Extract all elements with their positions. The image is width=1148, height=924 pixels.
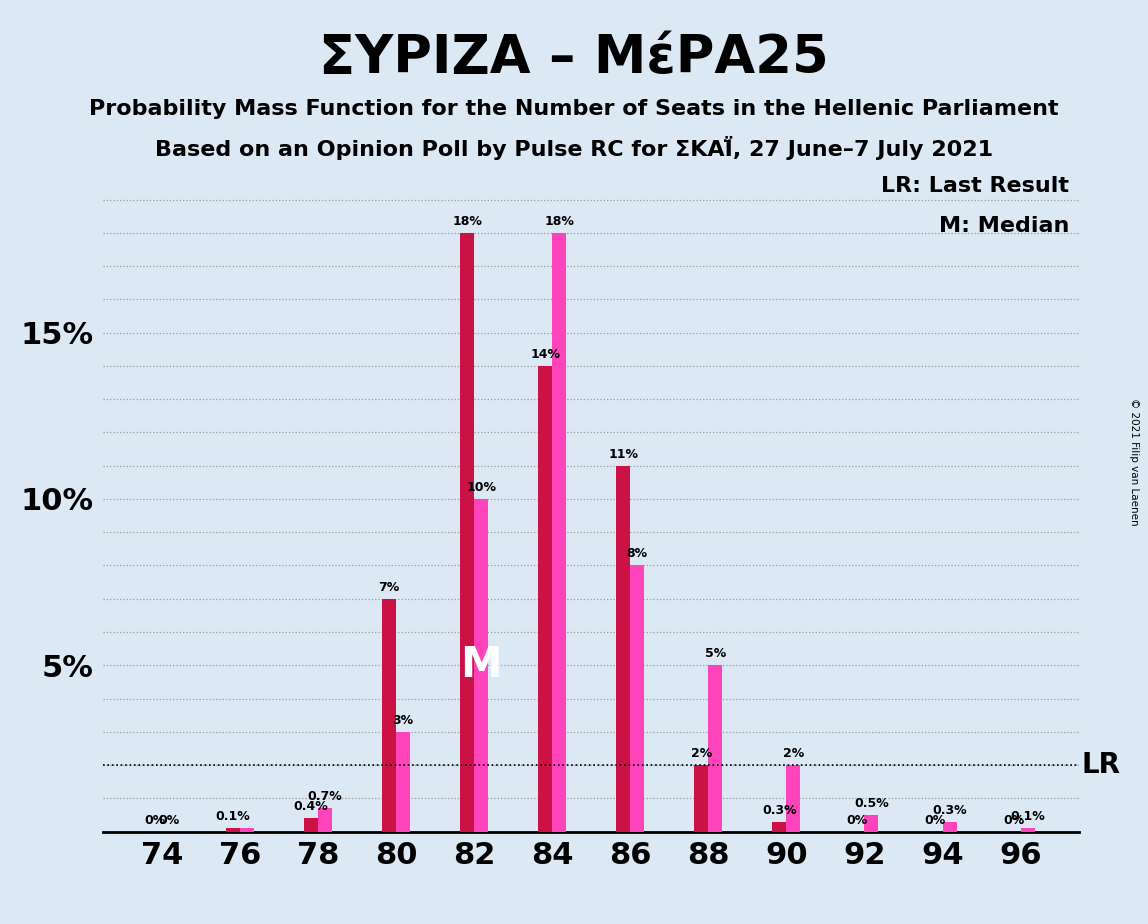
Text: LR: LR: [1081, 751, 1120, 779]
Text: 18%: 18%: [452, 215, 482, 228]
Bar: [304, 819, 318, 832]
Text: 2%: 2%: [691, 748, 712, 760]
Bar: [708, 665, 722, 832]
Bar: [474, 499, 488, 832]
Text: 0.1%: 0.1%: [1010, 810, 1045, 823]
Text: 0.3%: 0.3%: [932, 804, 967, 817]
Bar: [616, 466, 630, 832]
Text: 0%: 0%: [925, 814, 946, 827]
Text: 3%: 3%: [393, 714, 413, 727]
Text: LR: Last Result: LR: Last Result: [882, 176, 1069, 196]
Text: 11%: 11%: [608, 448, 638, 461]
Bar: [773, 821, 786, 832]
Text: M: M: [460, 644, 502, 687]
Text: 0.7%: 0.7%: [308, 790, 342, 803]
Bar: [695, 765, 708, 832]
Text: © 2021 Filip van Laenen: © 2021 Filip van Laenen: [1130, 398, 1139, 526]
Bar: [864, 815, 878, 832]
Bar: [1021, 828, 1034, 832]
Bar: [630, 565, 644, 832]
Bar: [382, 599, 396, 832]
Bar: [460, 233, 474, 832]
Text: 0.3%: 0.3%: [762, 804, 797, 817]
Bar: [538, 366, 552, 832]
Bar: [226, 828, 240, 832]
Text: Probability Mass Function for the Number of Seats in the Hellenic Parliament: Probability Mass Function for the Number…: [90, 99, 1058, 119]
Text: 0%: 0%: [158, 814, 179, 827]
Text: 2%: 2%: [783, 748, 804, 760]
Bar: [318, 808, 332, 832]
Text: M: Median: M: Median: [939, 216, 1069, 237]
Text: 5%: 5%: [705, 648, 726, 661]
Text: 0.4%: 0.4%: [294, 800, 328, 813]
Text: 10%: 10%: [466, 481, 496, 494]
Text: 7%: 7%: [379, 581, 400, 594]
Text: 0.1%: 0.1%: [216, 810, 250, 823]
Bar: [240, 828, 254, 832]
Bar: [786, 765, 800, 832]
Text: 8%: 8%: [627, 548, 647, 561]
Text: 0%: 0%: [145, 814, 165, 827]
Text: 0.5%: 0.5%: [854, 797, 889, 810]
Text: Based on an Opinion Poll by Pulse RC for ΣΚΑΪ̈, 27 June–7 July 2021: Based on an Opinion Poll by Pulse RC for…: [155, 136, 993, 160]
Bar: [943, 821, 956, 832]
Text: 0%: 0%: [1003, 814, 1024, 827]
Bar: [396, 732, 410, 832]
Text: 18%: 18%: [544, 215, 574, 228]
Bar: [552, 233, 566, 832]
Text: 14%: 14%: [530, 348, 560, 361]
Text: ΣΥΡΙΖΑ – ΜέΡΑ25: ΣΥΡΙΖΑ – ΜέΡΑ25: [319, 32, 829, 84]
Text: 0%: 0%: [847, 814, 868, 827]
